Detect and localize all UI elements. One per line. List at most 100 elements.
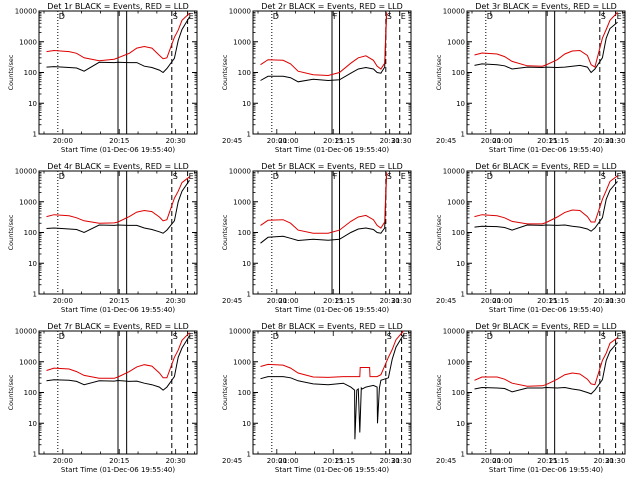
- marker-label: D: [487, 332, 493, 341]
- plot-title: Det 4r BLACK = Events, RED = LLD: [47, 162, 189, 171]
- y-tick-label: 10: [28, 100, 37, 108]
- y-tick-label: 100: [452, 69, 465, 77]
- y-tick-label: 10: [456, 100, 465, 108]
- x-tick-label: 21:30: [605, 137, 625, 145]
- y-tick-label: 100: [238, 229, 251, 237]
- marker-label: S: [387, 332, 392, 341]
- plot-panel-6: Det 6r BLACK = Events, RED = LLD 1 10 100 10…: [435, 162, 626, 314]
- plot-panel-4: Det 4r BLACK = Events, RED = LLD 1 10 100 10…: [7, 162, 411, 314]
- marker-label: S: [387, 172, 392, 181]
- x-tick-label: 20:30: [594, 457, 614, 465]
- x-tick-label: 21:30: [391, 297, 411, 305]
- lld-series-line: [474, 175, 618, 225]
- x-tick-label: 20:00: [481, 297, 501, 305]
- marker-label: E: [401, 12, 406, 21]
- y-tick-label: 10000: [229, 168, 251, 176]
- x-axis-label: Start Time (01-Dec-06 19:55:40): [275, 146, 389, 154]
- y-tick-label: 100: [24, 229, 37, 237]
- x-tick-label: 20:30: [380, 297, 400, 305]
- events-series-line: [474, 21, 618, 74]
- x-axis-label: Start Time (01-Dec-06 19:55:40): [489, 146, 603, 154]
- lld-series-line: [474, 337, 618, 387]
- y-tick-label: 1000: [233, 198, 251, 206]
- y-tick-label: 1: [247, 451, 251, 459]
- marker-label: D: [59, 12, 65, 21]
- plot-panel-1: Det 1r BLACK = Events, RED = LLD 1 10 100 10…: [7, 2, 411, 154]
- y-tick-label: 1000: [19, 198, 37, 206]
- x-tick-label: 20:30: [166, 457, 186, 465]
- x-tick-label: 20:45: [222, 137, 242, 145]
- y-tick-label: 10000: [229, 328, 251, 336]
- x-tick-label: 20:15: [109, 137, 129, 145]
- y-tick-label: 10: [456, 420, 465, 428]
- x-axis-label: Start Time (01-Dec-06 19:55:40): [275, 306, 389, 314]
- marker-label: F: [333, 172, 338, 181]
- marker-label: E: [617, 172, 622, 181]
- events-series-line: [260, 175, 387, 244]
- x-tick-label: 20:30: [594, 137, 614, 145]
- x-tick-label: 20:00: [53, 137, 73, 145]
- y-tick-label: 100: [452, 229, 465, 237]
- x-tick-label: 21:00: [492, 457, 512, 465]
- x-axis-label: Start Time (01-Dec-06 19:55:40): [489, 306, 603, 314]
- x-tick-label: 20:15: [537, 297, 557, 305]
- plot-frame: [252, 330, 412, 455]
- marker-label: S: [173, 12, 178, 21]
- marker-label: D: [273, 332, 279, 341]
- x-axis-label: Start Time (01-Dec-06 19:55:40): [489, 466, 603, 474]
- y-tick-label: 1000: [233, 358, 251, 366]
- marker-label: S: [173, 172, 178, 181]
- x-tick-label: 20:30: [380, 457, 400, 465]
- y-axis-label: Counts/sec: [221, 214, 229, 250]
- y-tick-label: 10000: [229, 8, 251, 16]
- y-tick-label: 10000: [15, 328, 37, 336]
- x-axis-label: Start Time (01-Dec-06 19:55:40): [61, 146, 175, 154]
- y-tick-label: 1000: [447, 198, 465, 206]
- plot-title: Det 2r BLACK = Events, RED = LLD: [261, 2, 403, 11]
- y-tick-label: 1: [461, 131, 465, 139]
- plot-title: Det 8r BLACK = Events, RED = LLD: [261, 322, 403, 331]
- x-tick-label: 20:00: [53, 457, 73, 465]
- x-tick-label: 21:15: [549, 137, 569, 145]
- plot-panel-8: Det 8r BLACK = Events, RED = LLD 1 10 100 10…: [221, 322, 625, 474]
- plot-title: Det 7r BLACK = Events, RED = LLD: [47, 322, 189, 331]
- plot-panel-2: Det 2r BLACK = Events, RED = LLD 1 10 100 10…: [221, 2, 625, 154]
- lld-series-line: [260, 12, 387, 77]
- marker-label: E: [403, 332, 408, 341]
- y-axis-label: Counts/sec: [435, 374, 443, 410]
- x-tick-label: 20:30: [380, 137, 400, 145]
- marker-label: F: [333, 12, 338, 21]
- y-tick-label: 100: [238, 69, 251, 77]
- plot-panel-5: Det 5r BLACK = Events, RED = LLD 1 10 100 10…: [221, 162, 625, 314]
- y-tick-label: 1: [33, 131, 37, 139]
- x-tick-label: 21:15: [335, 297, 355, 305]
- lld-series-line: [46, 176, 190, 224]
- marker-label: D: [273, 172, 279, 181]
- x-tick-label: 20:45: [222, 297, 242, 305]
- y-axis-label: Counts/sec: [435, 54, 443, 90]
- x-tick-label: 20:15: [323, 297, 343, 305]
- y-tick-label: 10000: [443, 328, 465, 336]
- plot-title: Det 5r BLACK = Events, RED = LLD: [261, 162, 403, 171]
- x-tick-label: 21:00: [278, 457, 298, 465]
- plot-title: Det 3r BLACK = Events, RED = LLD: [475, 2, 617, 11]
- lld-series-line: [46, 12, 190, 62]
- marker-label: D: [59, 332, 65, 341]
- y-tick-label: 1000: [19, 358, 37, 366]
- y-tick-label: 1: [33, 451, 37, 459]
- y-tick-label: 1: [247, 291, 251, 299]
- x-tick-label: 21:30: [391, 137, 411, 145]
- x-tick-label: 20:15: [537, 457, 557, 465]
- y-tick-label: 10000: [443, 8, 465, 16]
- y-axis-label: Counts/sec: [221, 374, 229, 410]
- plot-panel-3: Det 3r BLACK = Events, RED = LLD 1 10 100 10…: [435, 2, 626, 154]
- y-axis-label: Counts/sec: [7, 374, 15, 410]
- y-tick-label: 1000: [19, 38, 37, 46]
- marker-label: D: [59, 172, 65, 181]
- events-series-line: [46, 16, 190, 74]
- marker-label: D: [487, 172, 493, 181]
- events-series-line: [46, 335, 190, 391]
- lld-series-line: [260, 330, 404, 378]
